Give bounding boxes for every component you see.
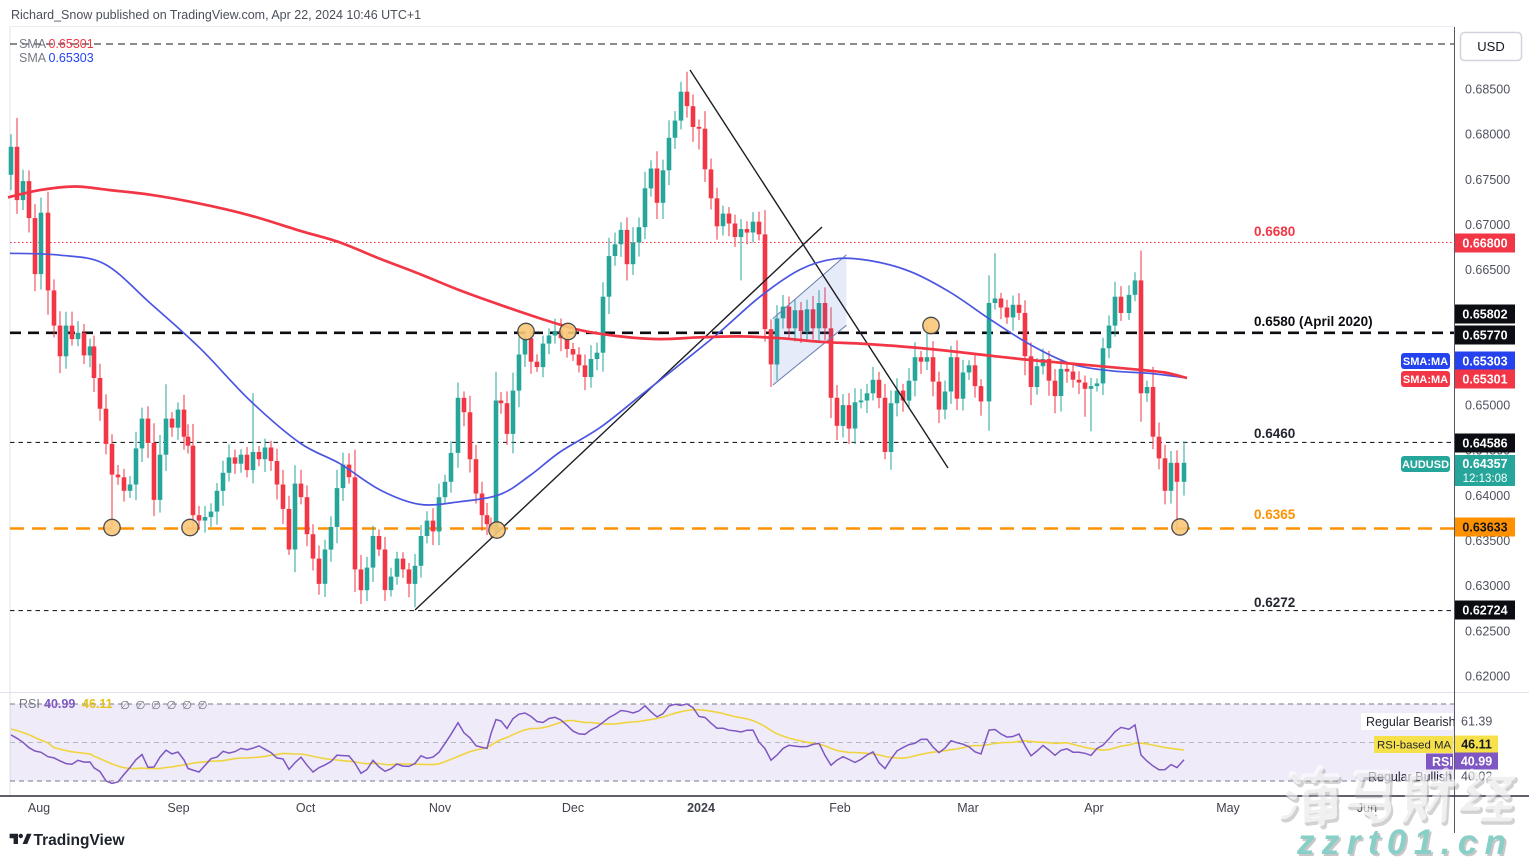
svg-text:0.65802: 0.65802 (1462, 307, 1507, 321)
svg-text:0.65000: 0.65000 (1465, 399, 1510, 413)
svg-text:Nov: Nov (429, 801, 452, 815)
svg-text:0.6272: 0.6272 (1254, 595, 1295, 610)
svg-text:0.65303: 0.65303 (1462, 354, 1507, 368)
svg-text:0.65301: 0.65301 (1462, 372, 1507, 386)
svg-text:0.66800: 0.66800 (1462, 236, 1507, 250)
svg-text:∅: ∅ (182, 700, 192, 712)
svg-text:0.68000: 0.68000 (1465, 128, 1510, 142)
svg-text:2024: 2024 (687, 801, 715, 815)
svg-text:USD: USD (1477, 39, 1504, 54)
svg-text:SMA: SMA (19, 37, 47, 51)
svg-text:SMA:MA: SMA:MA (1403, 374, 1448, 386)
svg-text:SMA: SMA (19, 51, 47, 65)
svg-text:0.65770: 0.65770 (1462, 328, 1507, 342)
svg-text:0.6680: 0.6680 (1254, 224, 1295, 239)
svg-text:0.62724: 0.62724 (1462, 603, 1507, 617)
svg-text:0.6365: 0.6365 (1254, 507, 1296, 522)
svg-text:46.11: 46.11 (1461, 737, 1492, 751)
svg-text:0.64586: 0.64586 (1462, 436, 1507, 450)
svg-text:Dec: Dec (562, 801, 584, 815)
svg-text:0.6460: 0.6460 (1254, 426, 1295, 441)
svg-text:0.62500: 0.62500 (1465, 624, 1510, 638)
svg-text:RSI-based MA: RSI-based MA (1377, 740, 1451, 752)
svg-text:∅: ∅ (198, 700, 208, 712)
svg-text:zzrt01.cn: zzrt01.cn (1298, 825, 1515, 857)
svg-text:0.67000: 0.67000 (1465, 218, 1510, 232)
svg-text:∅: ∅ (136, 700, 146, 712)
svg-text:0.65303: 0.65303 (49, 51, 94, 65)
svg-text:Aug: Aug (28, 801, 50, 815)
svg-text:Feb: Feb (829, 801, 851, 815)
svg-text:0.65301: 0.65301 (49, 37, 94, 51)
svg-text:May: May (1216, 801, 1240, 815)
svg-text:0.68500: 0.68500 (1465, 83, 1510, 97)
svg-text:Sep: Sep (167, 801, 189, 815)
svg-text:0.66500: 0.66500 (1465, 263, 1510, 277)
svg-text:zzrt01.cn: zzrt01.cn (1296, 823, 1513, 857)
svg-text:∅: ∅ (120, 700, 130, 712)
svg-text:0.63633: 0.63633 (1462, 520, 1507, 534)
svg-text:∅: ∅ (151, 700, 161, 712)
svg-text:TradingView: TradingView (34, 832, 126, 849)
svg-text:∅: ∅ (167, 700, 177, 712)
svg-text:Oct: Oct (296, 801, 316, 815)
svg-text:0.63500: 0.63500 (1465, 534, 1510, 548)
svg-text:RSI: RSI (1432, 755, 1453, 769)
svg-text:0.63000: 0.63000 (1465, 579, 1510, 593)
svg-text:0.62000: 0.62000 (1465, 670, 1510, 684)
svg-text:Apr: Apr (1084, 801, 1103, 815)
svg-text:Mar: Mar (957, 801, 979, 815)
svg-text:46.11: 46.11 (82, 697, 113, 711)
svg-text:Regular Bearish: Regular Bearish (1366, 715, 1456, 729)
svg-text:RSI: RSI (19, 697, 40, 711)
svg-text:40.99: 40.99 (1461, 754, 1492, 768)
svg-text:AUDUSD: AUDUSD (1402, 459, 1449, 471)
svg-text:40.99: 40.99 (44, 697, 75, 711)
svg-text:61.39: 61.39 (1461, 715, 1492, 729)
svg-text:0.64000: 0.64000 (1465, 489, 1510, 503)
svg-text:Richard_Snow published on Trad: Richard_Snow published on TradingView.co… (11, 8, 421, 22)
svg-text:0.6580 (April 2020): 0.6580 (April 2020) (1254, 314, 1373, 329)
svg-text:12:13:08: 12:13:08 (1463, 473, 1508, 485)
svg-text:0.64357: 0.64357 (1462, 457, 1507, 471)
svg-text:0.67500: 0.67500 (1465, 173, 1510, 187)
svg-text:SMA:MA: SMA:MA (1403, 356, 1448, 368)
